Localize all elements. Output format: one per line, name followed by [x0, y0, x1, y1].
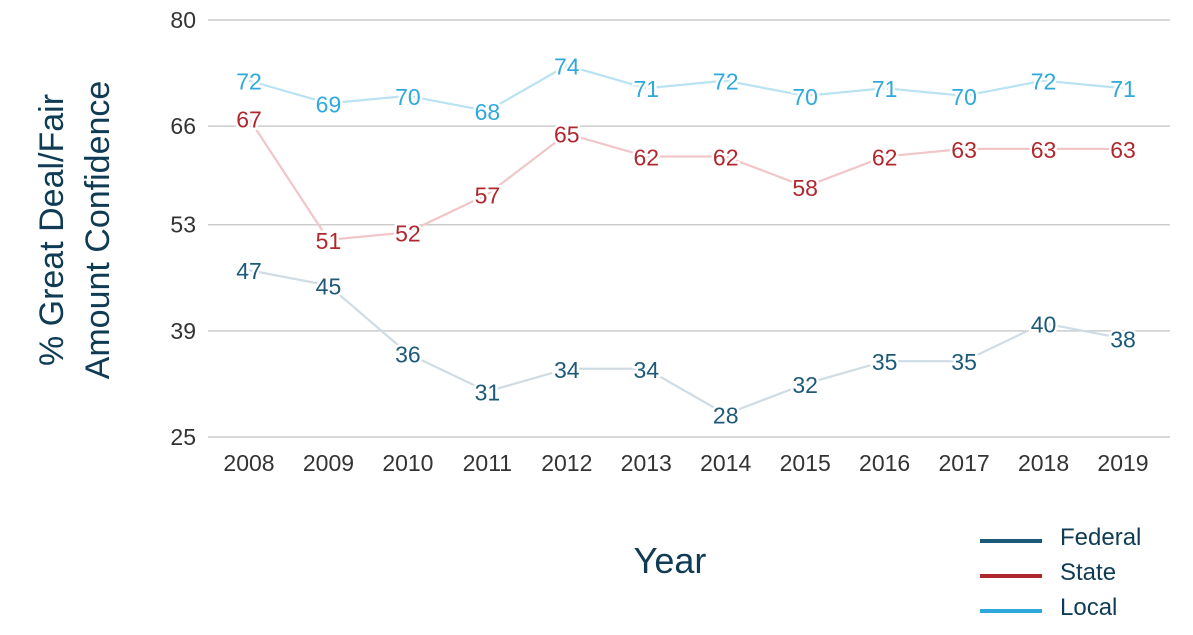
- legend-swatch-state: [980, 574, 1042, 578]
- data-label-local-2013: 71: [633, 76, 659, 102]
- legend-swatch-local: [980, 609, 1042, 613]
- x-tick-label-2012: 2012: [541, 450, 592, 476]
- x-tick-label-2019: 2019: [1097, 450, 1148, 476]
- legend-label-local: Local: [1060, 594, 1118, 621]
- data-label-federal-2010: 36: [395, 342, 421, 368]
- data-label-federal-2009: 45: [316, 273, 342, 299]
- data-label-local-2010: 70: [395, 84, 421, 110]
- data-label-local-2008: 72: [236, 69, 262, 95]
- data-label-state-2014: 62: [713, 144, 739, 170]
- data-label-local-2016: 71: [872, 76, 898, 102]
- data-label-state-2010: 52: [395, 220, 421, 246]
- data-label-state-2016: 62: [872, 144, 898, 170]
- data-label-state-2017: 63: [951, 137, 977, 163]
- data-label-federal-2008: 47: [236, 258, 262, 284]
- x-tick-label-2009: 2009: [303, 450, 354, 476]
- x-tick-label-2013: 2013: [621, 450, 672, 476]
- x-tick-label-2016: 2016: [859, 450, 910, 476]
- legend-item-state: State: [980, 559, 1180, 594]
- legend-swatch-federal: [980, 539, 1042, 543]
- legend: Federal State Local: [980, 524, 1180, 629]
- data-label-federal-2012: 34: [554, 357, 580, 383]
- legend-label-state: State: [1060, 559, 1117, 586]
- x-tick-label-2008: 2008: [223, 450, 274, 476]
- y-axis-label: % Great Deal/Fair Amount Confidence: [20, 30, 130, 430]
- data-label-local-2017: 70: [951, 84, 977, 110]
- data-label-local-2011: 68: [475, 99, 501, 125]
- x-tick-label-2010: 2010: [382, 450, 433, 476]
- x-tick-label-2015: 2015: [780, 450, 831, 476]
- data-label-state-2011: 57: [475, 182, 501, 208]
- y-tick-label-66: 66: [170, 113, 196, 139]
- data-label-state-2008: 67: [236, 107, 262, 133]
- data-label-federal-2018: 40: [1031, 311, 1057, 337]
- y-tick-label-53: 53: [170, 212, 196, 238]
- data-label-local-2014: 72: [713, 69, 739, 95]
- x-axis-label: Year: [633, 540, 707, 581]
- data-label-federal-2017: 35: [951, 349, 977, 375]
- data-label-federal-2013: 34: [633, 357, 659, 383]
- data-label-state-2015: 58: [792, 175, 818, 201]
- data-label-state-2018: 63: [1031, 137, 1057, 163]
- data-label-local-2015: 70: [792, 84, 818, 110]
- data-label-local-2012: 74: [554, 53, 580, 79]
- data-label-state-2012: 65: [554, 122, 580, 148]
- data-label-local-2009: 69: [316, 91, 342, 117]
- x-tick-label-2017: 2017: [939, 450, 990, 476]
- x-tick-label-2014: 2014: [700, 450, 751, 476]
- data-label-federal-2019: 38: [1110, 326, 1136, 352]
- legend-label-federal: Federal: [1060, 524, 1142, 551]
- data-label-local-2019: 71: [1110, 76, 1136, 102]
- y-tick-label-25: 25: [170, 424, 196, 450]
- y-axis-label-line2: Amount Confidence: [79, 80, 117, 380]
- data-label-federal-2011: 31: [475, 380, 501, 406]
- legend-item-federal: Federal: [980, 524, 1180, 559]
- data-label-federal-2015: 32: [792, 372, 818, 398]
- x-tick-label-2011: 2011: [463, 450, 512, 476]
- x-tick-label-2018: 2018: [1018, 450, 1069, 476]
- data-label-state-2009: 51: [316, 228, 342, 254]
- y-axis-label-line1: % Great Deal/Fair: [33, 93, 71, 367]
- data-label-federal-2016: 35: [872, 349, 898, 375]
- data-label-federal-2014: 28: [713, 402, 739, 428]
- y-tick-label-80: 80: [170, 7, 196, 33]
- series-line-local: [248, 64, 1124, 113]
- y-tick-label-39: 39: [170, 318, 196, 344]
- series-line-state: [248, 117, 1123, 242]
- data-label-local-2018: 72: [1031, 69, 1057, 95]
- data-label-state-2013: 62: [633, 144, 659, 170]
- legend-item-local: Local: [980, 594, 1180, 629]
- series-line-federal: [248, 269, 1124, 416]
- data-label-state-2019: 63: [1110, 137, 1136, 163]
